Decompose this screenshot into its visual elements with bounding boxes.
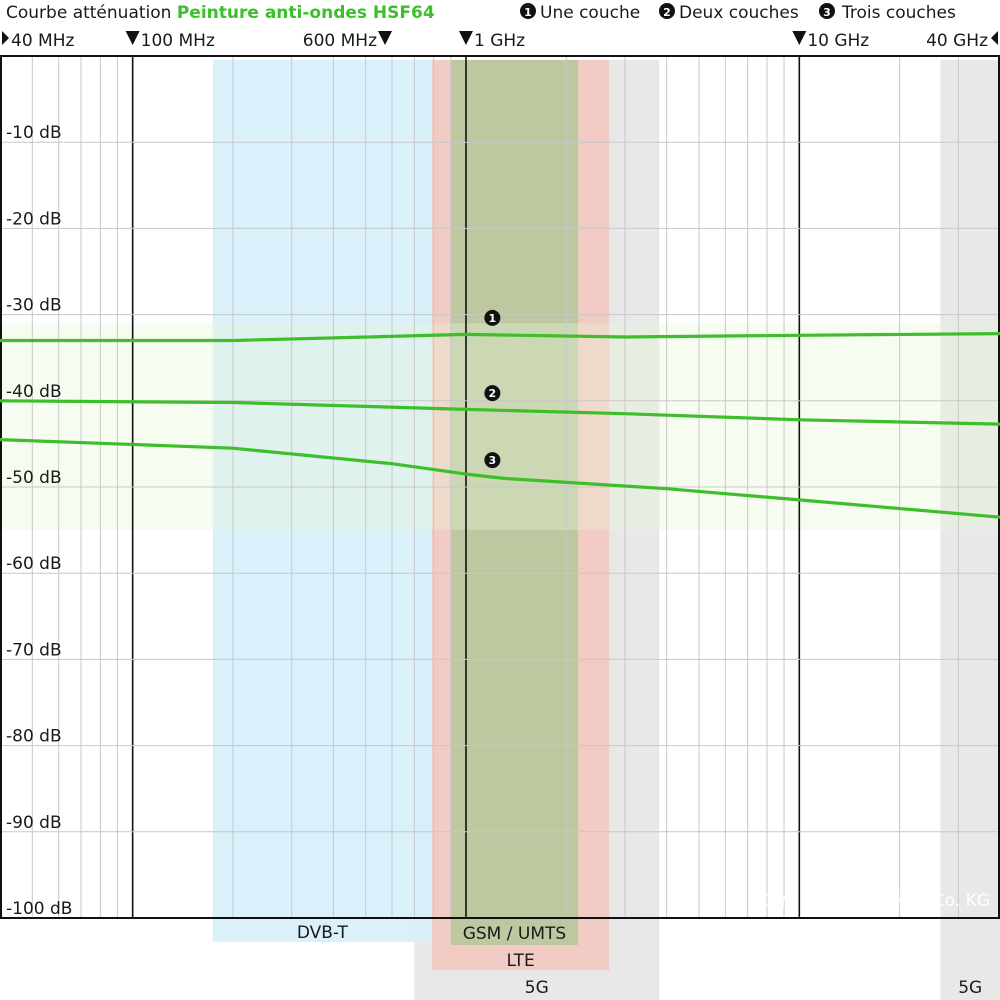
band-gsm-umts (450, 60, 579, 945)
curve-marker-3-text: 3 (489, 454, 497, 467)
band-5g (940, 60, 1000, 1000)
band-label-dvb-t: DVB-T (297, 923, 349, 943)
x-tick-marker (458, 31, 473, 45)
legend-marker-3-text: 3 (823, 6, 831, 19)
x-tick: 40 MHz (2, 31, 74, 51)
x-axis-ticks: 40 MHz 100 MHz 600 MHz 1 GHz 10 GHz 40 GHz (2, 31, 998, 51)
attenuation-curves (0, 332, 1000, 519)
y-tick-label: -80 dB (6, 727, 62, 747)
band-label-5g: 5G (958, 978, 982, 998)
legend-item-2: 2 Deux couches (659, 3, 799, 23)
x-tick: 10 GHz (792, 31, 869, 51)
grid (0, 56, 1000, 918)
x-tick-marker (991, 31, 998, 45)
legend-item-1: 1 Une couche (520, 3, 640, 23)
legend-marker-1-text: 1 (524, 6, 532, 19)
y-tick-label: -90 dB (6, 813, 62, 833)
x-tick-marker (125, 31, 140, 45)
plot-frame (0, 55, 1000, 919)
curve-marker-2 (484, 385, 501, 402)
y-tick-label: -50 dB (6, 468, 62, 488)
legend-label-2: Deux couches (679, 3, 799, 23)
chart-title-prefix: Courbe atténuation (6, 3, 177, 23)
x-tick: 100 MHz (125, 31, 215, 51)
x-tick: 600 MHz (303, 31, 393, 51)
curve-marker-1-text: 1 (489, 312, 497, 325)
legend-marker-2 (659, 3, 675, 19)
curve-marker-2-text: 2 (489, 387, 497, 400)
x-tick-marker (2, 31, 9, 45)
legend-item-3: 3 Trois couches (819, 3, 956, 23)
chart-title-product: Peinture anti-ondes HSF64 (177, 3, 435, 23)
legend-label-3: Trois couches (841, 3, 956, 23)
curve-marker-3 (484, 452, 501, 469)
chart-title: Courbe atténuation Peinture anti-ondes H… (6, 3, 435, 23)
band-label-5g: 5G (525, 978, 549, 998)
y-axis-labels: -10 dB -20 dB -30 dB -40 dB -50 dB -60 dB -70 … (6, 123, 72, 919)
x-tick-label: 600 MHz (303, 31, 377, 51)
curve-1 (0, 332, 1000, 343)
curve-markers: 1 2 3 (484, 309, 501, 469)
band-label-lte: LTE (507, 951, 535, 971)
x-tick-label: 100 MHz (141, 31, 215, 51)
legend-marker-2-text: 2 (663, 6, 671, 19)
y-tick-label: -70 dB (6, 640, 62, 660)
y-tick-label: -10 dB (6, 123, 62, 143)
x-tick: 1 GHz (458, 31, 525, 51)
band-dvb-t (212, 60, 432, 942)
y-tick-label: -100 dB (6, 899, 72, 919)
band-label-gsm-umts: GSM / UMTS (463, 924, 566, 944)
curve-zone-tint (1, 323, 999, 531)
x-tick-marker (378, 31, 393, 45)
x-tick-label: 40 GHz (926, 31, 988, 51)
copyright-watermark: © YSHIELD GmbH & Co. KG (755, 891, 990, 911)
y-tick-label: -40 dB (6, 382, 62, 402)
curve-2 (0, 399, 1000, 426)
x-tick-marker (792, 31, 807, 45)
x-tick-label: 1 GHz (474, 31, 525, 51)
y-tick-label: -30 dB (6, 296, 62, 316)
legend: 1 Une couche 2 Deux couches 3 Trois couc… (520, 3, 956, 23)
curve-marker-1 (484, 309, 501, 326)
x-tick-label: 40 MHz (11, 31, 74, 51)
curve-3 (0, 438, 1000, 519)
x-tick-label: 10 GHz (807, 31, 869, 51)
legend-marker-1 (520, 3, 536, 19)
legend-label-1: Une couche (540, 3, 640, 23)
y-tick-label: -60 dB (6, 554, 62, 574)
y-tick-label: -20 dB (6, 209, 62, 229)
frequency-bands: 5G 5G LTE DVB-T GSM / UMTS (1, 60, 1000, 1000)
x-tick: 40 GHz (926, 31, 998, 51)
legend-marker-3 (819, 3, 835, 19)
